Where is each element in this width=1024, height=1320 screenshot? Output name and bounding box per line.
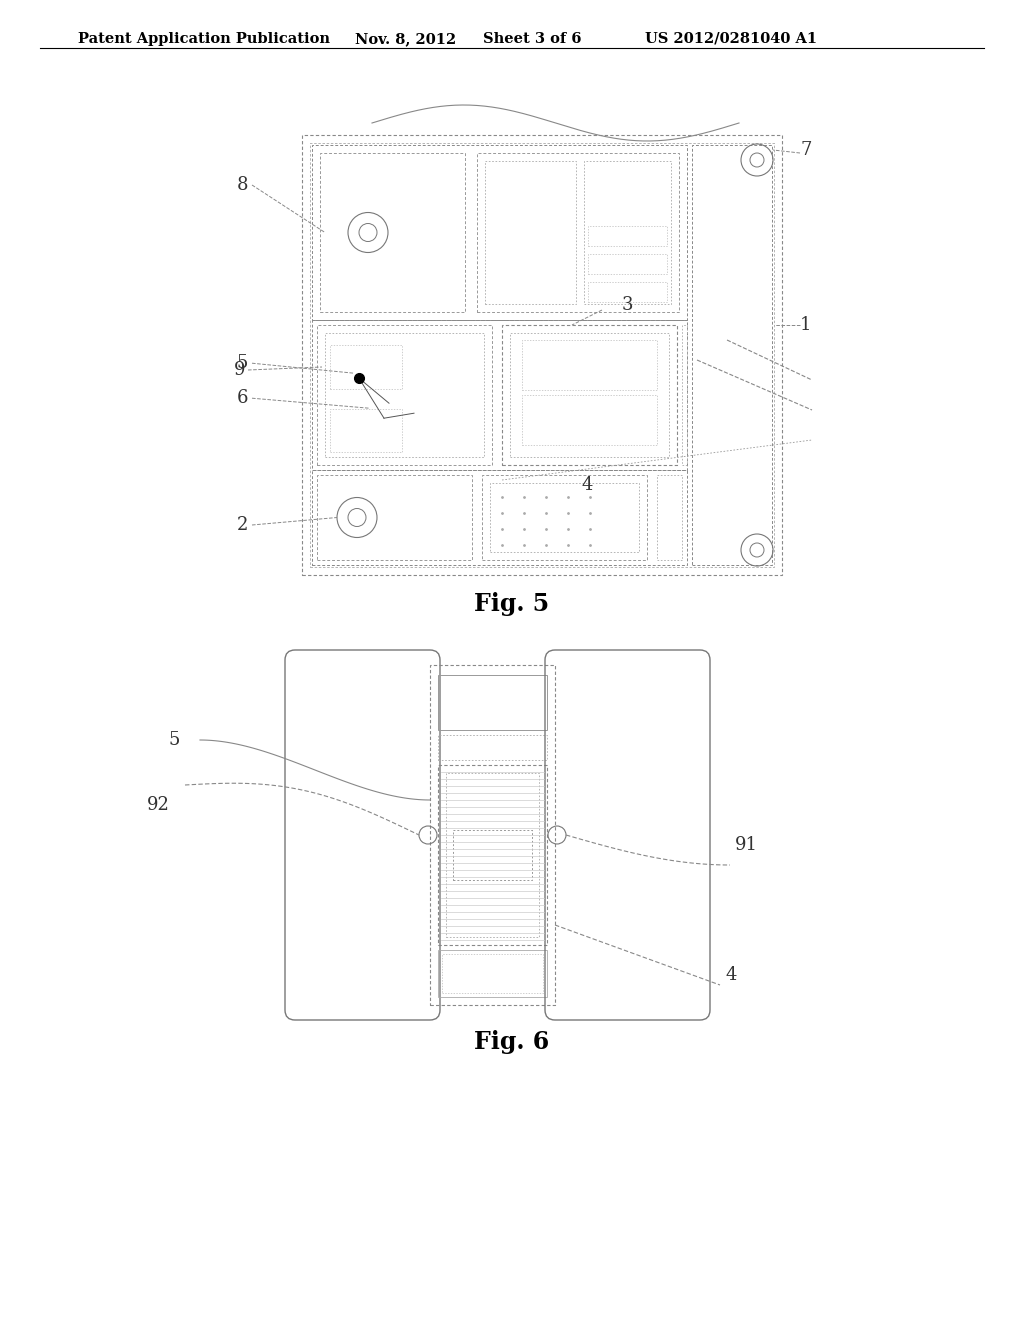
Bar bbox=[490, 483, 639, 552]
Text: Fig. 6: Fig. 6 bbox=[474, 1030, 550, 1053]
Bar bbox=[522, 395, 657, 445]
Text: Fig. 5: Fig. 5 bbox=[474, 591, 550, 616]
Bar bbox=[319, 153, 465, 312]
Bar bbox=[438, 735, 547, 760]
Text: 7: 7 bbox=[800, 141, 811, 158]
Bar bbox=[453, 830, 532, 880]
Bar bbox=[477, 153, 679, 312]
Text: Patent Application Publication: Patent Application Publication bbox=[78, 32, 330, 46]
Text: 4: 4 bbox=[725, 966, 736, 983]
Bar bbox=[438, 766, 547, 945]
Bar bbox=[438, 675, 547, 730]
Bar bbox=[584, 161, 671, 304]
Text: 9: 9 bbox=[233, 360, 245, 379]
Bar bbox=[312, 470, 687, 565]
Bar bbox=[330, 346, 401, 389]
Bar bbox=[325, 333, 484, 457]
Bar bbox=[310, 143, 774, 568]
Bar bbox=[682, 325, 687, 465]
Text: Nov. 8, 2012: Nov. 8, 2012 bbox=[355, 32, 457, 46]
Bar bbox=[312, 145, 687, 319]
Bar bbox=[692, 145, 772, 565]
Text: 5: 5 bbox=[237, 354, 248, 372]
Bar bbox=[588, 226, 667, 246]
Bar bbox=[482, 475, 647, 560]
Bar bbox=[510, 333, 669, 457]
Bar bbox=[502, 325, 677, 465]
Text: Sheet 3 of 6: Sheet 3 of 6 bbox=[483, 32, 582, 46]
Text: 6: 6 bbox=[237, 389, 248, 407]
Text: 1: 1 bbox=[800, 315, 811, 334]
Bar bbox=[438, 950, 547, 997]
Text: US 2012/0281040 A1: US 2012/0281040 A1 bbox=[645, 32, 817, 46]
Bar bbox=[317, 475, 472, 560]
Bar bbox=[657, 475, 682, 560]
Text: 8: 8 bbox=[237, 176, 248, 194]
Text: 4: 4 bbox=[582, 477, 593, 494]
Bar bbox=[312, 319, 687, 470]
Text: 5: 5 bbox=[169, 731, 180, 748]
Text: 3: 3 bbox=[622, 296, 634, 314]
Bar bbox=[446, 774, 539, 937]
Text: 2: 2 bbox=[237, 516, 248, 535]
Text: 92: 92 bbox=[147, 796, 170, 814]
Bar bbox=[588, 253, 667, 275]
Bar bbox=[485, 161, 575, 304]
Bar bbox=[588, 282, 667, 302]
Bar bbox=[302, 135, 782, 576]
Bar bbox=[442, 954, 543, 993]
Bar bbox=[317, 325, 492, 465]
Bar bbox=[430, 665, 555, 1005]
Bar bbox=[330, 409, 401, 451]
Text: 91: 91 bbox=[735, 836, 758, 854]
Bar bbox=[522, 341, 657, 389]
